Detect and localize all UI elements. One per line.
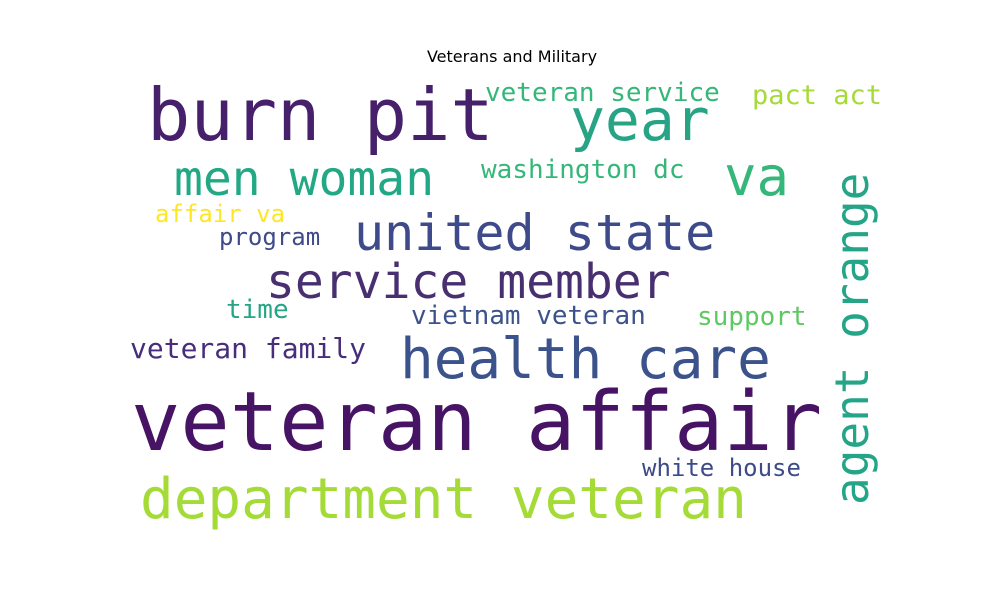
word-veteran-family: veteran family [130,332,366,365]
word-va: va [724,145,789,208]
word-washington-dc: washington dc [481,155,685,185]
chart-title: Veterans and Military [426,47,598,66]
word-program: program [219,223,320,251]
word-united-state: united state [354,204,715,262]
word-burn-pit: burn pit [147,73,494,157]
word-white-house: white house [642,454,801,482]
word-time: time [226,295,289,325]
word-service-member: service member [266,254,671,310]
word-department-veteran: department veteran [140,467,747,532]
word-vietnam-veteran: vietnam veteran [411,301,646,331]
word-veteran-affair: veteran affair [131,375,822,470]
word-pact-act: pact act [752,80,882,111]
word-support: support [697,302,807,332]
word-year: year [570,86,710,154]
word-health-care: health care [400,327,771,392]
word-agent-orange: agent orange [825,173,879,505]
word-veteran-service: veteran service [485,78,720,108]
word-men-woman: men woman [174,151,434,207]
word-affair-va: affair va [155,200,285,228]
